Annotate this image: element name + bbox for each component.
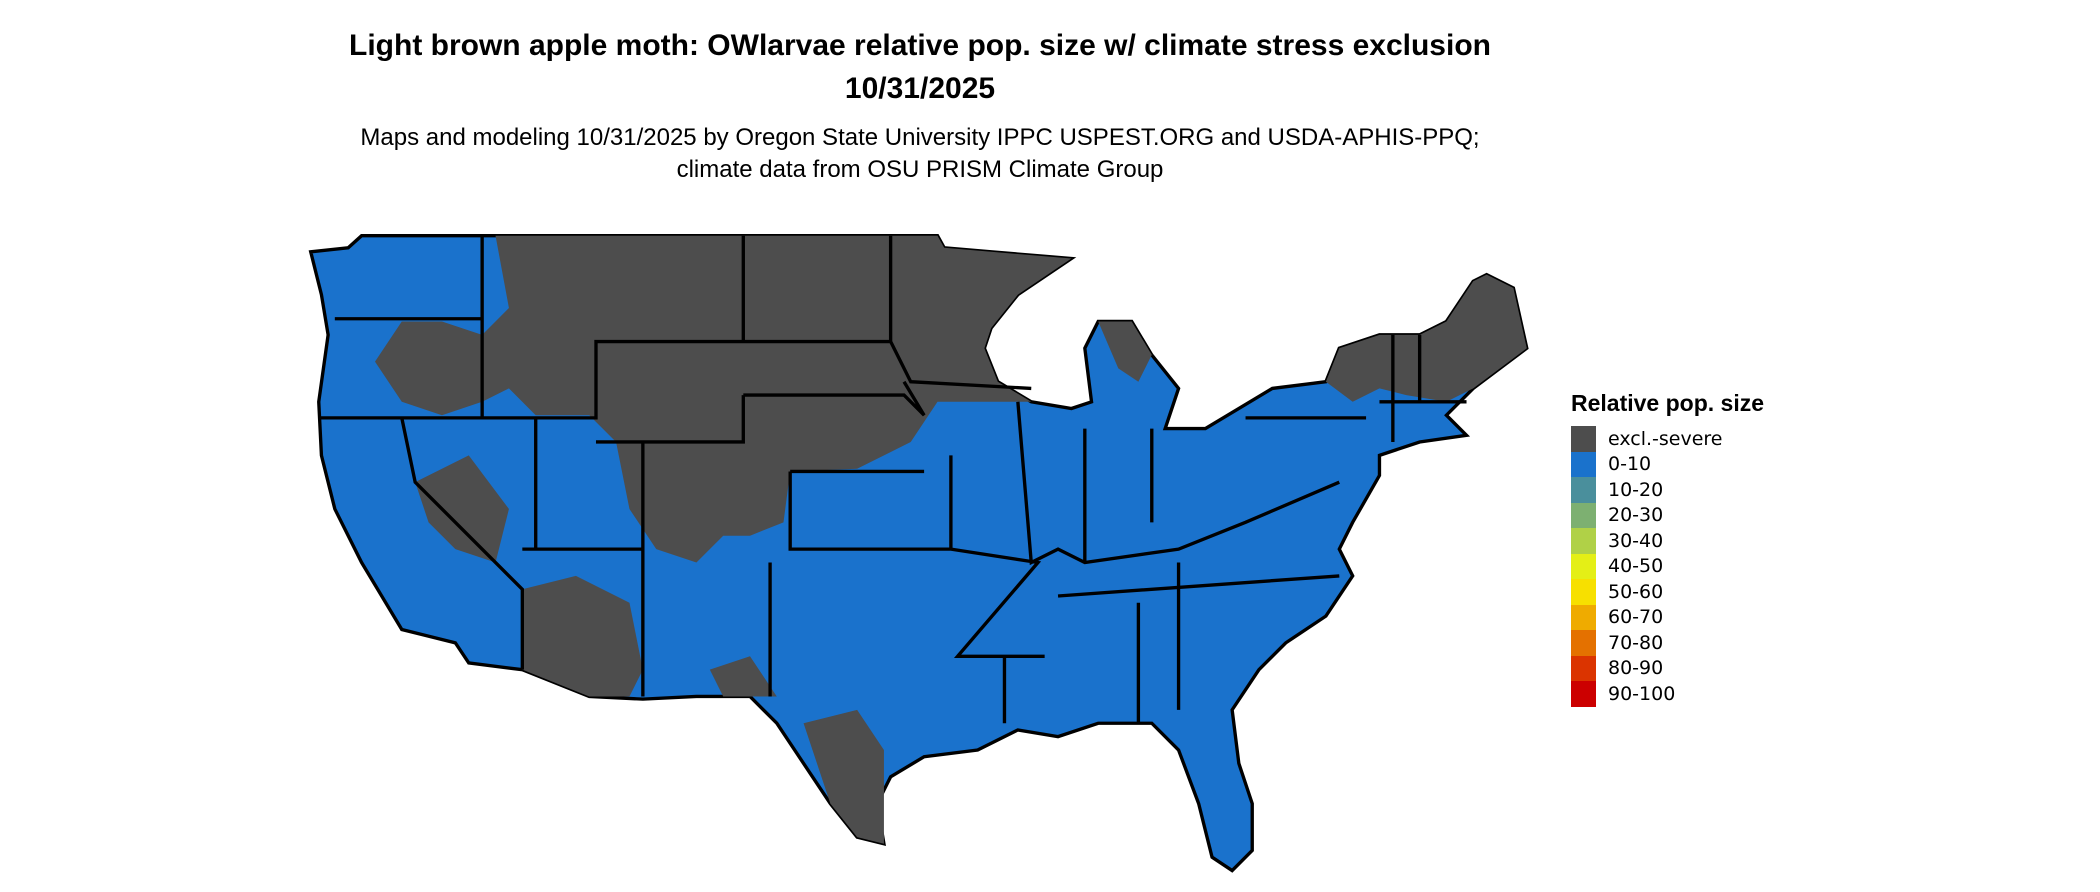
legend-label: 80-90	[1608, 657, 1664, 680]
excluded-nevada	[415, 455, 509, 563]
legend-item: 50-60	[1571, 579, 1764, 605]
excluded-northeast	[1325, 274, 1527, 402]
legend: Relative pop. size excl.-severe 0-10 10-20…	[1571, 390, 1764, 707]
excluded-michigan	[1098, 321, 1152, 382]
legend-item: 20-30	[1571, 502, 1764, 528]
legend-swatch	[1571, 655, 1596, 681]
legend-item: 80-90	[1571, 655, 1764, 681]
excluded-regions	[375, 235, 1527, 844]
legend-swatch	[1571, 630, 1596, 656]
legend-swatch	[1571, 553, 1596, 579]
excluded-southwest	[522, 575, 643, 697]
legend-label: 40-50	[1608, 555, 1664, 578]
legend-swatch	[1571, 604, 1596, 630]
legend-item: 0-10	[1571, 451, 1764, 477]
legend-item: 40-50	[1571, 553, 1764, 579]
legend-label: 50-60	[1608, 580, 1664, 603]
legend-item: 70-80	[1571, 630, 1764, 656]
legend-swatch	[1571, 528, 1596, 554]
legend-label: 20-30	[1608, 504, 1664, 527]
legend-label: 10-20	[1608, 478, 1664, 501]
state-borders	[318, 235, 1467, 724]
legend-swatch	[1571, 426, 1596, 452]
legend-item: 30-40	[1571, 528, 1764, 554]
legend-item: 90-100	[1571, 681, 1764, 707]
legend-swatch	[1571, 451, 1596, 477]
excluded-texas	[803, 709, 884, 844]
map-subtitle: Maps and modeling 10/31/2025 by Oregon S…	[360, 124, 1480, 183]
legend-label: 60-70	[1608, 606, 1664, 629]
legend-item: 10-20	[1571, 477, 1764, 503]
legend-label: 90-100	[1608, 682, 1676, 705]
legend-swatch	[1571, 579, 1596, 605]
excluded-west-texas	[709, 656, 777, 697]
excluded-northern-plains	[375, 235, 1072, 563]
legend-item: excl.-severe	[1571, 426, 1764, 452]
legend-swatch	[1571, 477, 1596, 503]
legend-swatch	[1571, 681, 1596, 707]
map-title: Light brown apple moth: OWlarvae relativ…	[349, 29, 1491, 105]
legend-item: 60-70	[1571, 604, 1764, 630]
legend-items: excl.-severe 0-10 10-20 20-30 30-40 40-50 50-6…	[1571, 426, 1764, 707]
legend-label: 70-80	[1608, 631, 1664, 654]
legend-title: Relative pop. size	[1571, 390, 1765, 416]
legend-label: 0-10	[1608, 453, 1652, 476]
legend-swatch	[1571, 502, 1596, 528]
legend-label: 30-40	[1608, 529, 1664, 552]
legend-label: excl.-severe	[1608, 427, 1723, 450]
